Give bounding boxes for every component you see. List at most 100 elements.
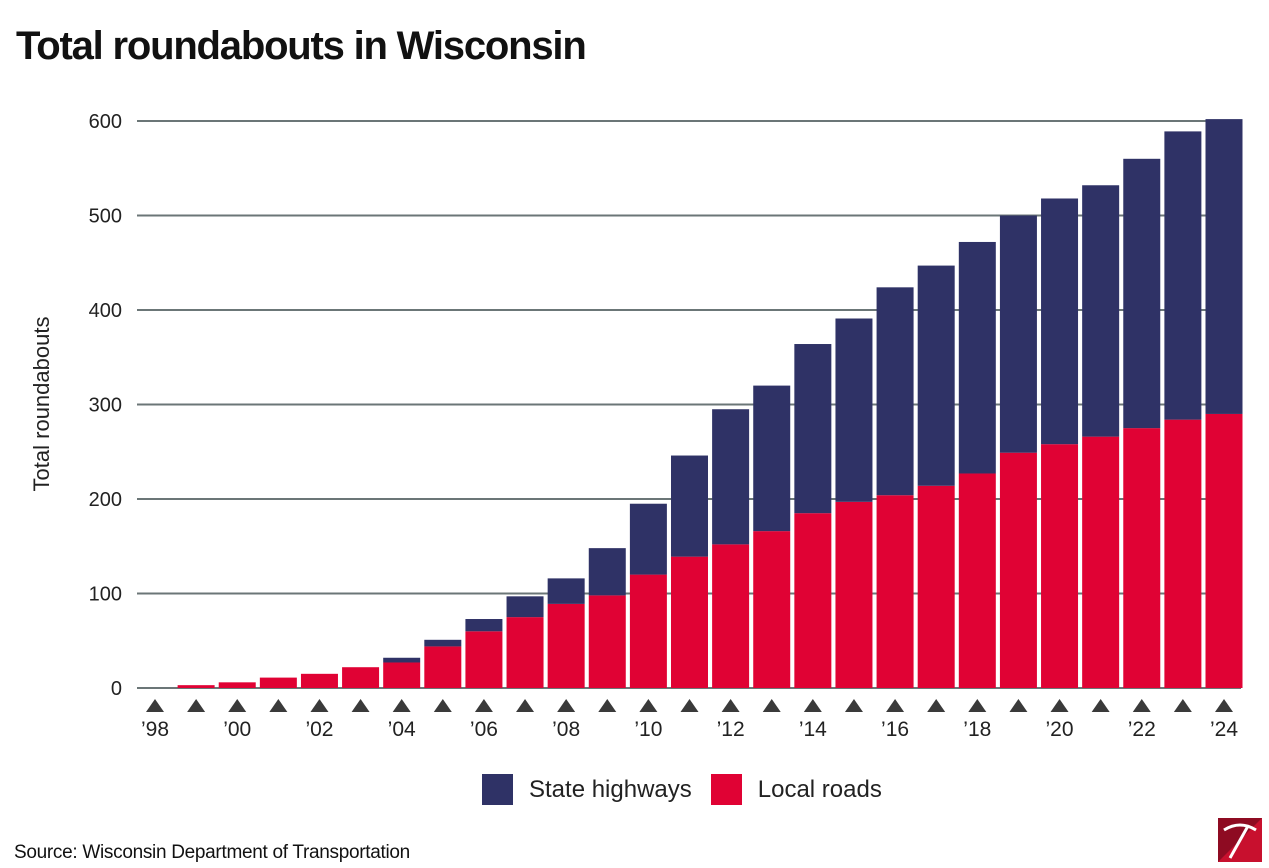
bar-state-highways-2011 xyxy=(671,455,708,557)
x-tick-marker-2016 xyxy=(886,699,905,712)
bar-local-roads-2021 xyxy=(1082,436,1120,688)
bar-local-roads-2015 xyxy=(835,501,873,688)
x-tick-marker-2014 xyxy=(803,699,822,712)
bar-local-roads-2011 xyxy=(671,556,708,688)
x-tick-label-2020: ’20 xyxy=(1046,718,1074,741)
bar-local-roads-2006 xyxy=(465,631,503,688)
bar-local-roads-2002 xyxy=(300,673,338,688)
bar-state-highways-2010 xyxy=(629,503,667,575)
pickaxe-logo-icon xyxy=(1218,818,1262,862)
x-tick-marker-2021 xyxy=(1091,699,1110,712)
bar-local-roads-2005 xyxy=(424,646,462,688)
x-tick-marker-2022 xyxy=(1132,699,1151,712)
y-tick-label-500: 500 xyxy=(89,206,122,228)
x-tick-marker-2003 xyxy=(351,699,370,712)
x-tick-marker-2009 xyxy=(598,699,617,712)
bar-local-roads-2000 xyxy=(218,682,256,688)
x-tick-marker-2017 xyxy=(927,699,946,712)
x-tick-marker-2005 xyxy=(433,699,452,712)
legend-label-local-roads: Local roads xyxy=(757,775,882,803)
bar-state-highways-2021 xyxy=(1082,185,1120,437)
x-tick-marker-2019 xyxy=(1009,699,1028,712)
x-tick-label-1998: ’98 xyxy=(141,718,169,741)
x-tick-marker-2011 xyxy=(680,699,699,712)
bar-state-highways-2016 xyxy=(876,287,914,496)
x-tick-label-2010: ’10 xyxy=(634,718,662,741)
chart-title: Total roundabouts in Wisconsin xyxy=(16,24,587,68)
x-tick-marker-2007 xyxy=(516,699,535,712)
x-tick-label-2014: ’14 xyxy=(799,718,827,741)
bar-state-highways-2015 xyxy=(835,318,873,502)
y-tick-label-0: 0 xyxy=(111,678,122,700)
x-tick-marker-1998 xyxy=(146,699,164,712)
x-tick-label-2012: ’12 xyxy=(717,718,745,741)
bar-local-roads-2023 xyxy=(1164,419,1202,688)
bar-local-roads-2024 xyxy=(1205,413,1243,688)
y-tick-label-300: 300 xyxy=(89,395,122,417)
bar-local-roads-2004 xyxy=(383,662,421,688)
bar-state-highways-2007 xyxy=(506,596,544,618)
x-tick-marker-2010 xyxy=(639,699,658,712)
bar-state-highways-2014 xyxy=(794,344,832,514)
x-tick-marker-1999 xyxy=(187,699,206,712)
y-tick-label-200: 200 xyxy=(89,489,122,511)
bar-state-highways-2013 xyxy=(753,385,791,532)
legend-item-local-roads: Local roads xyxy=(710,774,882,805)
x-tick-label-2002: ’02 xyxy=(305,718,333,741)
bar-state-highways-2017 xyxy=(917,265,955,486)
bar-local-roads-2017 xyxy=(917,485,955,688)
bar-local-roads-2018 xyxy=(958,473,996,688)
bar-state-highways-2024 xyxy=(1205,119,1243,414)
bar-local-roads-2003 xyxy=(342,667,380,688)
x-tick-marker-2020 xyxy=(1050,699,1069,712)
x-tick-marker-2015 xyxy=(844,699,863,712)
legend-swatch-local-roads xyxy=(710,774,742,805)
x-tick-marker-2000 xyxy=(228,699,247,712)
bar-state-highways-2023 xyxy=(1164,131,1202,420)
y-tick-label-600: 600 xyxy=(89,111,122,133)
bar-state-highways-2019 xyxy=(999,215,1037,453)
x-tick-marker-2002 xyxy=(310,699,329,712)
legend-swatch-state-highways xyxy=(482,774,513,805)
x-tick-marker-2012 xyxy=(721,699,740,712)
legend-label-state-highways: State highways xyxy=(529,775,692,803)
x-tick-marker-2004 xyxy=(392,699,411,712)
x-tick-marker-2001 xyxy=(269,699,288,712)
bar-local-roads-2019 xyxy=(999,452,1037,688)
x-tick-marker-2018 xyxy=(968,699,987,712)
x-tick-marker-2013 xyxy=(762,699,781,712)
x-tick-label-2008: ’08 xyxy=(552,718,580,741)
legend: State highways Local roads xyxy=(482,774,901,805)
x-tick-label-2000: ’00 xyxy=(223,718,251,741)
x-tick-marker-2008 xyxy=(557,699,576,712)
x-tick-label-2024: ’24 xyxy=(1210,718,1238,741)
x-tick-label-2022: ’22 xyxy=(1128,718,1156,741)
bar-local-roads-2009 xyxy=(588,595,626,688)
bar-local-roads-1999 xyxy=(177,685,215,688)
bar-state-highways-2012 xyxy=(712,409,750,545)
bar-local-roads-2013 xyxy=(753,531,791,688)
x-tick-marker-2023 xyxy=(1173,699,1192,712)
bar-state-highways-2018 xyxy=(958,241,996,474)
bar-local-roads-2022 xyxy=(1123,428,1161,688)
bar-state-highways-2004 xyxy=(383,657,421,663)
x-tick-label-2016: ’16 xyxy=(881,718,909,741)
bar-local-roads-2001 xyxy=(259,677,297,688)
x-tick-label-2006: ’06 xyxy=(470,718,498,741)
y-tick-label-100: 100 xyxy=(89,584,122,606)
bar-local-roads-2010 xyxy=(629,574,667,688)
bar-local-roads-2020 xyxy=(1041,444,1079,688)
bar-state-highways-2005 xyxy=(424,639,462,647)
bar-state-highways-2006 xyxy=(465,619,503,632)
bar-local-roads-2016 xyxy=(876,495,914,688)
bar-state-highways-2008 xyxy=(547,578,585,604)
x-tick-marker-2006 xyxy=(474,699,493,712)
legend-item-state-highways: State highways xyxy=(482,774,692,805)
y-axis-label: Total roundabouts xyxy=(29,317,54,492)
x-tick-label-2018: ’18 xyxy=(963,718,991,741)
source-note: Source: Wisconsin Department of Transpor… xyxy=(14,842,410,863)
x-tick-marker-2024 xyxy=(1215,699,1233,712)
bar-state-highways-2022 xyxy=(1123,158,1161,429)
bar-local-roads-2008 xyxy=(547,603,585,688)
